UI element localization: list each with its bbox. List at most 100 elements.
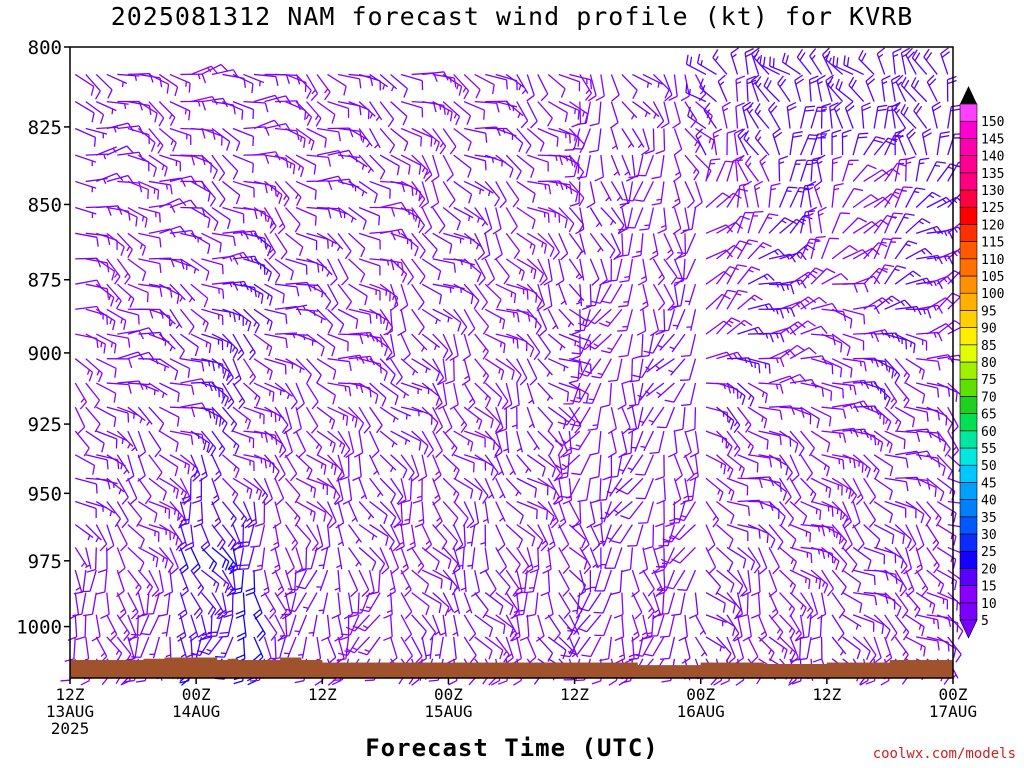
barb-shaft [537,614,545,637]
barb-half-flag [231,346,236,352]
barb-shaft [848,84,865,103]
barb-flag [794,443,799,453]
barb-half-flag [821,581,826,587]
barb-shaft [484,547,489,570]
barb-half-flag [739,393,743,399]
barb-half-flag [567,322,572,328]
barb-flag [771,182,781,187]
barb-half-flag [100,652,106,657]
barb-flag [667,303,675,311]
barb-flag [435,426,443,435]
barb-flag [926,74,935,83]
barb-shaft [421,636,428,659]
barb-flag [794,496,802,505]
barb-half-flag [464,375,470,380]
barb-shaft [936,454,953,472]
barb-shaft [894,547,908,567]
barb-shaft [316,454,337,467]
barb-shaft [568,406,582,427]
barb-flag [553,632,561,642]
barb-half-flag [687,495,694,498]
barb-shaft [169,358,190,370]
barb-flag [129,497,138,506]
barb-shaft [673,101,681,123]
barb-half-flag [731,53,737,58]
barb-shaft [926,614,949,619]
barb-flag [340,444,346,454]
barb-flag [569,202,580,207]
barb-flag [237,636,247,642]
barb-half-flag [482,347,487,353]
barb-flag [863,400,870,410]
barb-flag [226,377,234,386]
barb-half-flag [169,346,174,352]
barb-flag [371,561,377,571]
barb-half-flag [775,384,779,390]
barb-half-flag [717,489,721,495]
barb-shaft [347,430,355,453]
barb-shaft [211,232,234,238]
barb-shaft [211,69,234,76]
barb-shaft [568,207,585,225]
barb-shaft [894,500,917,510]
barb-flag [601,300,611,304]
barb-shaft [516,547,530,567]
barb-shaft [777,83,791,102]
barb-half-flag [512,312,515,318]
barb-half-flag [468,215,471,222]
barb-flag [903,568,912,575]
barb-flag [618,354,629,358]
barb-half-flag [123,469,128,475]
barb-half-flag [152,555,155,562]
barb-flag [759,567,768,575]
barb-flag [889,513,894,524]
barb-half-flag [815,186,821,192]
barb-flag [324,138,327,148]
barb-flag [833,101,842,109]
barb-flag [111,271,116,281]
barb-shaft [85,333,106,345]
barb-flag [498,680,508,685]
barb-shaft [726,569,744,586]
barb-shaft [747,211,755,234]
barb-flag [113,343,117,354]
barb-flag [545,510,549,520]
barb-half-flag [746,242,752,246]
barb-flag [896,421,902,432]
barb-shaft [621,614,625,637]
barb-flag [792,135,803,138]
barb-shaft [169,570,174,593]
barb-shaft [91,592,97,615]
barb-half-flag [123,629,128,635]
barb-flag [662,538,672,543]
barb-flag [904,375,911,384]
barb-flag [835,78,840,89]
barb-shaft [453,333,459,356]
barb-flag [157,145,164,154]
colorbar-label: 100 [981,287,1004,302]
barb-half-flag [398,541,404,546]
barb-half-flag [434,494,440,499]
barb-flag [348,386,352,397]
barb-flag [680,354,691,358]
barb-flag [88,372,94,382]
barb-half-flag [320,463,323,469]
barb-half-flag [856,493,862,499]
barb-half-flag [921,249,926,255]
barb-shaft [558,207,575,225]
barb-shaft [85,127,108,135]
barb-shaft [779,373,801,384]
barb-flag [264,183,268,194]
barb-shaft [74,127,96,138]
barb-shaft [432,207,446,227]
barb-flag [682,228,693,232]
barb-shaft [558,283,568,306]
barb-flag [201,101,207,111]
barb-flag [364,295,368,306]
barb-half-flag [830,83,835,89]
barb-shaft [526,614,530,637]
barb-shaft [547,454,562,474]
barb-shaft [526,406,536,429]
barb-flag [420,136,423,147]
barb-flag [258,490,263,501]
